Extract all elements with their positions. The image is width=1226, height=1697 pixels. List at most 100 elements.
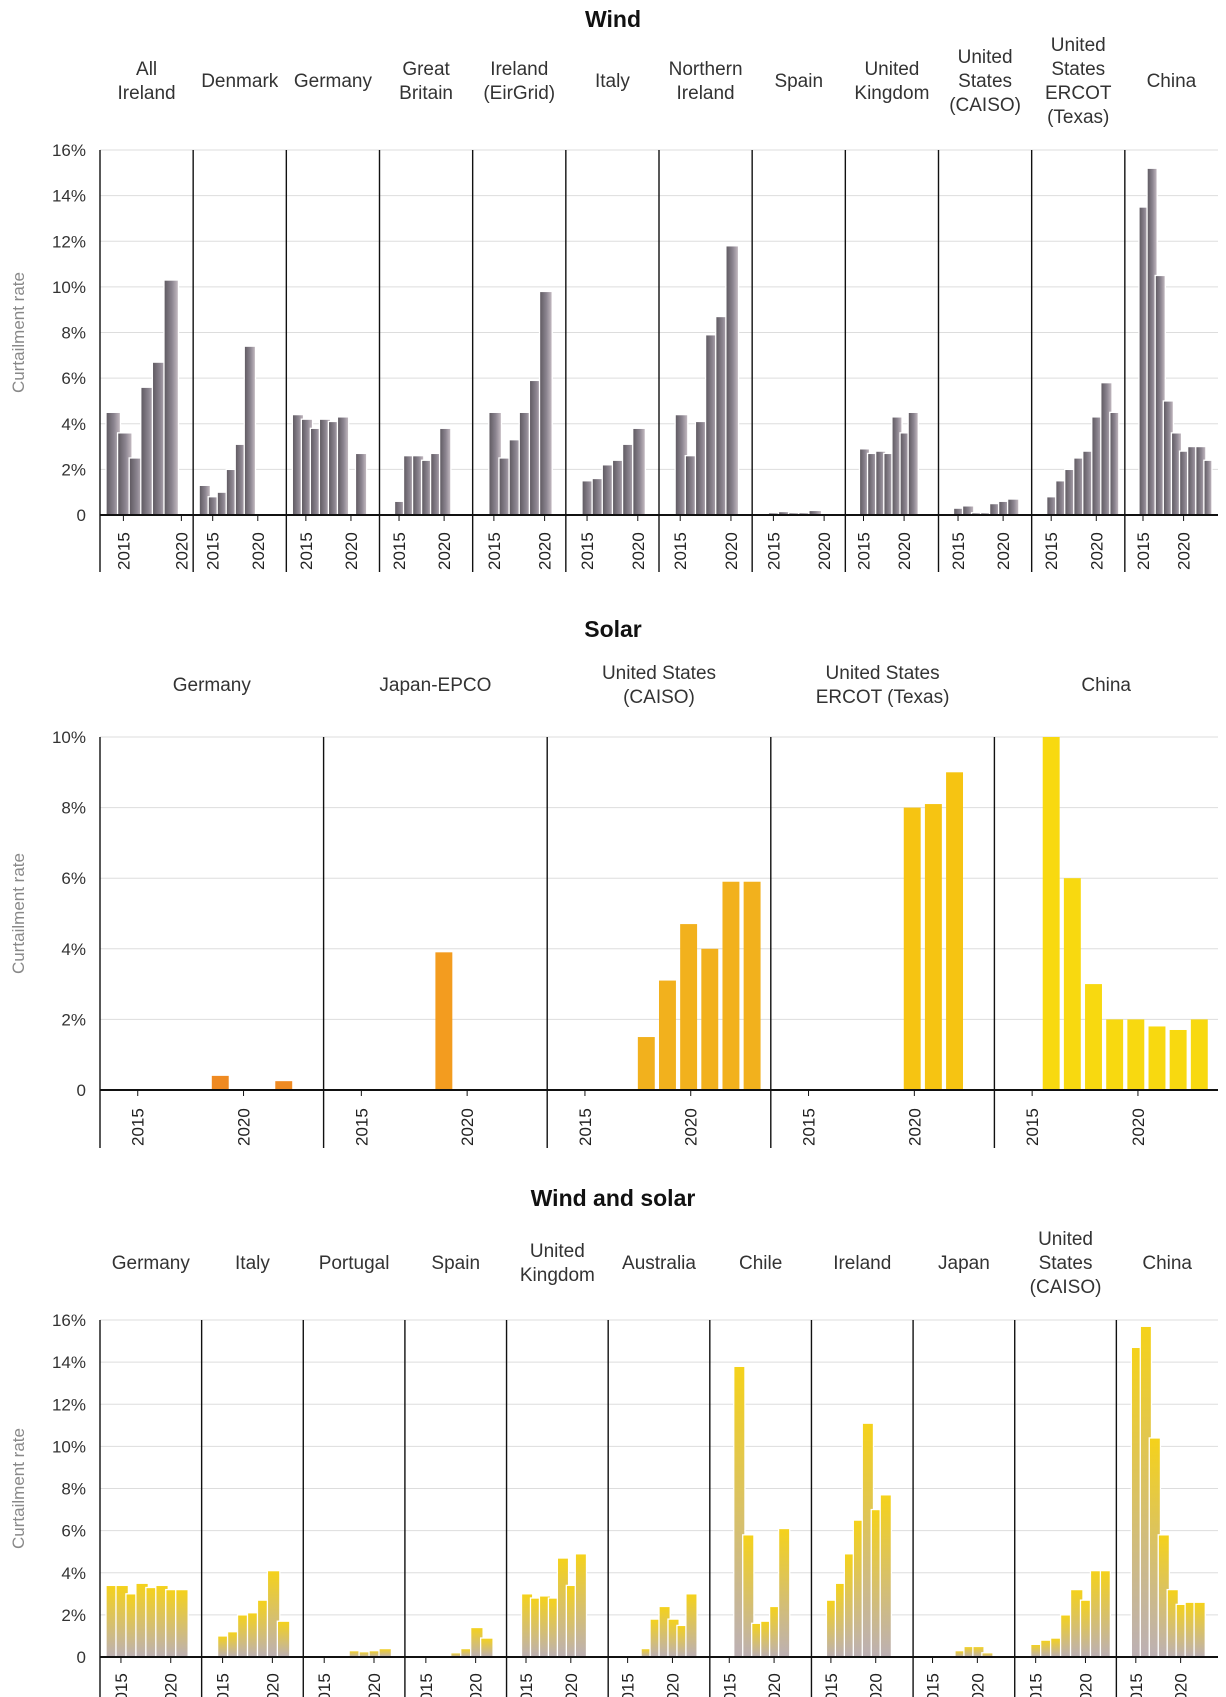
bar [1169, 1029, 1187, 1090]
panel-label: ERCOT (Texas) [816, 687, 950, 708]
y-axis-label: Curtailment rate [9, 1428, 28, 1549]
bar [479, 1637, 494, 1658]
panel-china: China 2015 2020 [1124, 71, 1213, 572]
panel-label: Northern [669, 59, 743, 80]
panel-great-britain: Great Britain 2015 2020 [378, 59, 454, 572]
bar [1063, 878, 1081, 1090]
panel-label: (CAISO) [623, 687, 695, 708]
panel-all-ireland: All Ireland 2015 2020 [99, 59, 191, 572]
x-tick-label: 2015 [800, 1108, 819, 1146]
bar [879, 1494, 893, 1658]
y-tick-label: 4% [61, 1564, 86, 1583]
x-tick-label: 2015 [204, 532, 223, 570]
panel-label: United States [602, 663, 716, 684]
y-axis-label: Curtailment rate [9, 853, 28, 974]
x-tick-label: 2015 [855, 532, 874, 570]
chart-title: Solar [584, 616, 642, 642]
panel-label: Italy [595, 71, 630, 92]
panel-label: China [1147, 71, 1197, 92]
chart-title: Wind [585, 6, 641, 32]
panel-label: China [1142, 1253, 1192, 1274]
panel-label: Kingdom [854, 83, 929, 104]
x-tick-label: 2020 [867, 1673, 886, 1697]
x-tick-label: 2020 [905, 1108, 924, 1146]
x-tick-label: 2015 [417, 1673, 436, 1697]
panel-label: (CAISO) [949, 95, 1021, 116]
bar [538, 290, 553, 516]
bar [907, 411, 919, 516]
bar [435, 952, 453, 1090]
bar [243, 345, 257, 516]
bar [1106, 1019, 1124, 1090]
panel-label: Ireland [490, 59, 548, 80]
chart-wind-and-solar: Wind and solar Curtailment rate 0 2% 4% 6% 8% 1… [9, 1185, 1218, 1697]
x-tick-label: 2015 [578, 532, 597, 570]
bar [1190, 1019, 1208, 1090]
x-tick-label: 2020 [815, 532, 834, 570]
bar [354, 452, 368, 516]
bar [743, 881, 761, 1090]
bar [1193, 1601, 1206, 1658]
panel-united-states-ercot-texas: United States ERCOT (Texas) 2015 2020 [770, 663, 964, 1148]
x-tick-label: 2020 [663, 1673, 682, 1697]
y-tick-label: 2% [61, 1606, 86, 1625]
x-tick-label: 2015 [214, 1673, 233, 1697]
x-tick-label: 2020 [342, 532, 361, 570]
bar [1006, 498, 1020, 516]
panel-label: Japan-EPCO [379, 675, 491, 696]
x-tick-label: 2015 [822, 1673, 841, 1697]
y-tick-label: 4% [61, 415, 86, 434]
x-tick-label: 2015 [485, 532, 504, 570]
panel-label: Germany [112, 1253, 191, 1274]
panel-label: (EirGrid) [483, 83, 555, 104]
x-tick-label: 2015 [297, 532, 316, 570]
panel-label: United [958, 47, 1013, 68]
bar [632, 427, 647, 516]
x-tick-label: 2015 [764, 532, 783, 570]
panel-label: Germany [173, 675, 252, 696]
x-tick-label: 2020 [235, 1108, 254, 1146]
bar [924, 804, 942, 1090]
x-tick-label: 2015 [1134, 532, 1153, 570]
panel-label: Spain [431, 1253, 480, 1274]
x-tick-label: 2015 [619, 1673, 638, 1697]
panel-label: All [136, 59, 157, 80]
x-tick-label: 2020 [629, 532, 648, 570]
x-tick-label: 2020 [722, 532, 741, 570]
bar [777, 1527, 791, 1658]
x-tick-label: 2015 [576, 1108, 595, 1146]
panel-united-states-caiso: United States (CAISO) 2015 2020 [937, 47, 1021, 572]
x-tick-label: 2020 [895, 532, 914, 570]
x-tick-label: 2015 [114, 532, 133, 570]
panel-label: Portugal [319, 1253, 390, 1274]
x-tick-label: 2015 [949, 532, 968, 570]
x-tick-label: 2020 [263, 1673, 282, 1697]
panel-united-kingdom: United Kingdom 2015 2020 [505, 1241, 595, 1697]
y-tick-label: 12% [52, 1395, 86, 1414]
panel-label: United [530, 1241, 585, 1262]
bar [722, 881, 740, 1090]
bar [637, 1037, 655, 1090]
x-tick-label: 2015 [352, 1108, 371, 1146]
panel-label: (CAISO) [1030, 1277, 1102, 1298]
y-tick-label: 4% [61, 940, 86, 959]
panel-northern-ireland: Northern Ireland 2015 2020 [658, 59, 743, 572]
x-tick-label: 2020 [765, 1673, 784, 1697]
y-tick-label: 2% [61, 460, 86, 479]
bar [163, 279, 180, 516]
bar [685, 1593, 698, 1658]
panel-label: States [1039, 1253, 1093, 1274]
chart-title: Wind and solar [531, 1185, 696, 1211]
y-tick-label: 14% [52, 187, 86, 206]
panel-japan: Japan 2015 2020 [912, 1253, 994, 1697]
panel-spain: Spain 2015 2020 [751, 71, 834, 572]
panel-label: United [1038, 1229, 1093, 1250]
panel-label: States [1051, 59, 1105, 80]
x-tick-label: 2020 [562, 1673, 581, 1697]
panel-label: Kingdom [520, 1265, 595, 1286]
bar [659, 980, 676, 1090]
y-tick-label: 8% [61, 799, 86, 818]
y-tick-label: 0 [77, 506, 86, 525]
y-tick-label: 8% [61, 1480, 86, 1499]
